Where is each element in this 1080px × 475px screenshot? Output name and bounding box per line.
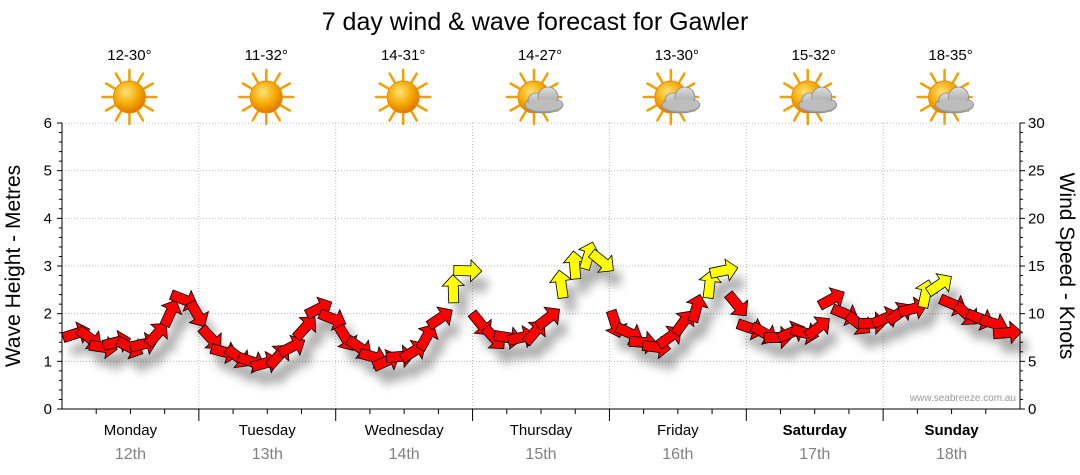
- right-tick-label: 25: [1028, 163, 1045, 180]
- wind-arrow: [708, 258, 739, 282]
- cloud-icon: [798, 86, 838, 114]
- wind-arrow: [425, 306, 453, 331]
- left-tick-label: 3: [44, 258, 52, 275]
- grid-lines: [62, 122, 1020, 409]
- left-tick-label: 4: [44, 210, 52, 227]
- x-axis-day-labels: Monday 12th Tuesday 13th Wednesday 14th Thursd…: [95, 409, 987, 463]
- date-label: 13th: [252, 446, 283, 463]
- day-label: Friday: [657, 422, 699, 439]
- right-tick-label: 30: [1028, 115, 1045, 132]
- right-tick-label: 15: [1028, 258, 1045, 275]
- day-label: Sunday: [924, 422, 979, 439]
- chart-title: 7 day wind & wave forecast for Gawler: [322, 8, 749, 36]
- right-tick-label: 10: [1028, 306, 1045, 323]
- wind-arrow: [143, 322, 168, 349]
- wind-arrow: [816, 287, 845, 311]
- wind-arrow: [803, 316, 830, 341]
- cloud-icon: [935, 86, 974, 114]
- day-label: Saturday: [783, 422, 848, 439]
- cloud-icon: [661, 86, 701, 114]
- left-tick-label: 0: [44, 401, 52, 418]
- day-label: Monday: [104, 422, 158, 439]
- right-tick-label: 0: [1028, 401, 1036, 418]
- day-label: Thursday: [510, 422, 573, 439]
- sunny-icon: [101, 68, 158, 126]
- right-tick-label: 20: [1028, 210, 1045, 227]
- wind-arrow: [992, 320, 1023, 345]
- wind-arrow: [159, 299, 183, 329]
- wind-arrow: [303, 296, 333, 320]
- wind-arrow: [441, 274, 466, 304]
- left-axis-title: Wave Height - Metres: [2, 165, 25, 367]
- sunny-icon: [238, 68, 295, 126]
- day-label: Wednesday: [365, 422, 444, 439]
- wind-arrow: [685, 293, 709, 324]
- right-tick-label: 5: [1028, 353, 1036, 370]
- date-label: 14th: [389, 446, 420, 463]
- partly-cloudy-icon: [779, 68, 838, 126]
- date-label: 18th: [936, 446, 967, 463]
- wind-arrow: [587, 248, 614, 273]
- date-label: 15th: [525, 446, 556, 463]
- wind-arrows: [61, 241, 1023, 374]
- wind-arrow: [924, 273, 952, 298]
- temp-range: 13-30°: [655, 47, 699, 64]
- date-label: 17th: [799, 446, 830, 463]
- right-axis-title: Wind Speed - Knots: [1055, 173, 1078, 360]
- partly-cloudy-icon: [642, 68, 701, 126]
- wind-arrow: [548, 269, 573, 300]
- wind-arrow: [276, 334, 306, 358]
- temp-range: 14-27°: [518, 47, 562, 64]
- date-label: 16th: [662, 446, 693, 463]
- date-label: 12th: [115, 446, 146, 463]
- temp-range: 11-32°: [245, 47, 288, 64]
- partly-cloudy-icon: [505, 68, 564, 126]
- sunny-icon: [374, 68, 432, 126]
- credit-text: www.seabreeze.com.au: [909, 393, 1016, 404]
- left-tick-label: 6: [44, 115, 52, 132]
- left-tick-label: 2: [44, 306, 52, 323]
- temp-range: 18-35°: [928, 47, 972, 64]
- plot-frame: [61, 123, 1021, 410]
- wind-arrow: [453, 258, 483, 283]
- wind-arrow: [562, 250, 587, 280]
- partly-cloudy-icon: [916, 68, 974, 126]
- cloud-icon: [524, 86, 564, 114]
- wind-arrow: [723, 290, 749, 317]
- temp-range: 15-32°: [792, 47, 836, 64]
- wind-arrow: [533, 306, 561, 331]
- left-axis-ticks: 0 1 2 3 4 5 6: [44, 115, 62, 418]
- left-tick-label: 5: [44, 163, 52, 180]
- wind-arrow: [291, 316, 317, 342]
- temp-range: 14-31°: [381, 47, 425, 64]
- wind-arrow: [185, 299, 210, 328]
- weather-row: 12-30° 11-32° 14-31° 14-27° 13-30° 15-32° 18-3…: [101, 47, 974, 126]
- day-label: Tuesday: [239, 422, 296, 439]
- left-tick-label: 1: [44, 353, 52, 370]
- temp-range: 12-30°: [107, 47, 151, 64]
- right-axis-ticks: 0 5 10 15 20 25 30: [1020, 115, 1045, 418]
- wind-arrow: [415, 323, 439, 352]
